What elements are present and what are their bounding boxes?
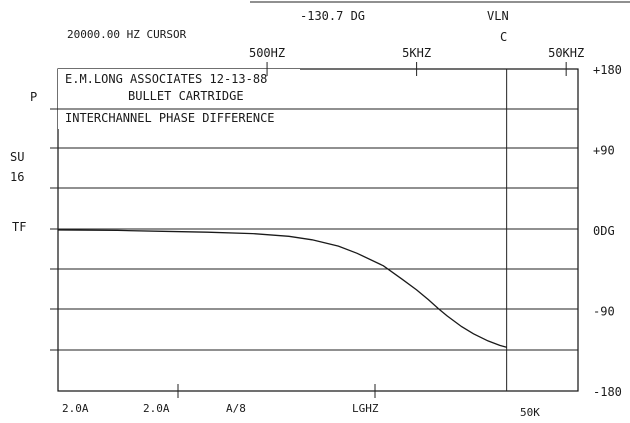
y-tick-label: -180 <box>593 385 622 399</box>
annotation-cartridge: BULLET CARTRIDGE <box>128 89 244 103</box>
y-tick-label: 0DG <box>593 224 615 238</box>
grid-lines <box>50 108 578 351</box>
left-label-tf: TF <box>12 220 26 234</box>
footer-label-5: 50K <box>520 406 540 419</box>
annotation-company: E.M.LONG ASSOCIATES 12-13-88 <box>65 72 267 86</box>
left-label-16: 16 <box>10 170 24 184</box>
phase-trace-line <box>57 229 507 348</box>
y-axis-ticks: +180 +90 0DG -90 -180 <box>593 63 622 399</box>
footer-label-2: 2.0A <box>143 402 170 415</box>
phase-readout: -130.7 DG <box>300 9 365 23</box>
channel-label: VLN <box>487 9 509 23</box>
x-tick-label: 500HZ <box>249 46 285 60</box>
y-tick-label: -90 <box>593 305 615 319</box>
channel-value: C <box>500 30 507 44</box>
footer-label-3: A/8 <box>226 402 246 415</box>
annotation-measurement: INTERCHANNEL PHASE DIFFERENCE <box>65 111 275 125</box>
footer-label-1: 2.0A <box>62 402 89 415</box>
x-tick-label: 5KHZ <box>402 46 431 60</box>
footer-label-4: LGHZ <box>352 402 379 415</box>
annotation-box-bg <box>58 69 300 129</box>
cursor-frequency-readout: 20000.00 HZ CURSOR <box>67 28 187 41</box>
x-tick-label: 50KHZ <box>548 46 584 60</box>
y-tick-label: +90 <box>593 144 615 158</box>
left-label-p: P <box>30 90 37 104</box>
left-label-su: SU <box>10 150 24 164</box>
y-tick-label: +180 <box>593 63 622 77</box>
x-axis-ticks: 500HZ 5KHZ 50KHZ <box>249 46 584 76</box>
